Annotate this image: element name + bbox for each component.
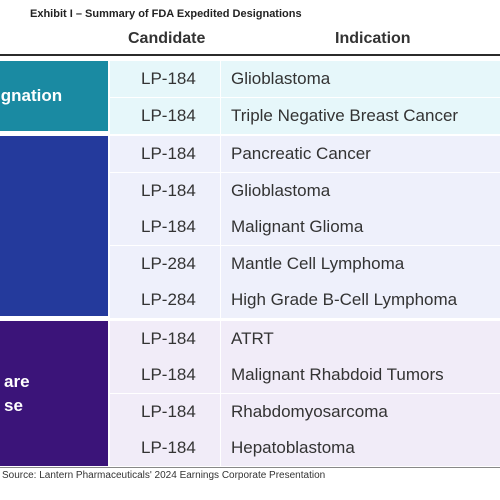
header-rule [0, 54, 500, 56]
indication-cell: Triple Negative Breast Cancer [231, 106, 459, 125]
indication-cell: Glioblastoma [231, 181, 331, 200]
group-label-designation: ignation [0, 61, 108, 131]
table-row: LP-184 Triple Negative Breast Cancer [110, 98, 500, 135]
table-row: LP-184 Pancreatic Cancer [110, 136, 500, 173]
candidate-cell: LP-284 [141, 254, 196, 273]
candidate-cell: LP-184 [141, 181, 196, 200]
candidate-cell: LP-184 [141, 329, 196, 348]
table-row: LP-184 Rhabdomyosarcoma [110, 394, 500, 431]
group-label-line-2: se [4, 395, 23, 415]
candidate-cell: LP-184 [141, 217, 196, 236]
indication-cell: High Grade B-Cell Lymphoma [231, 290, 458, 309]
indication-cell: Pancreatic Cancer [231, 144, 371, 163]
group-label-line-1: are [4, 371, 30, 391]
footer-rule [0, 467, 500, 468]
candidate-cell: LP-184 [141, 365, 196, 384]
candidate-cell: LP-184 [141, 438, 196, 457]
candidate-cell: LP-184 [141, 144, 196, 163]
table-row: LP-284 High Grade B-Cell Lymphoma [110, 282, 500, 319]
column-header-candidate: Candidate [128, 30, 206, 47]
group-label-rare-disease: are se [0, 321, 108, 466]
indication-cell: Hepatoblastoma [231, 438, 355, 457]
candidate-cell: LP-184 [141, 106, 196, 125]
table-row: LP-184 Malignant Rhabdoid Tumors [110, 357, 500, 394]
table-row: LP-184 ATRT [110, 321, 500, 358]
indication-cell: Malignant Rhabdoid Tumors [231, 365, 444, 384]
table-row: LP-184 Glioblastoma [110, 173, 500, 210]
candidate-cell: LP-184 [141, 69, 196, 88]
table-row: LP-184 Malignant Glioma [110, 209, 500, 246]
candidate-cell: LP-184 [141, 402, 196, 421]
group-label-middle [0, 136, 108, 316]
source-note: Source: Lantern Pharmaceuticals' 2024 Ea… [2, 470, 326, 481]
group-label-text: ignation [0, 86, 63, 105]
indication-cell: Glioblastoma [231, 69, 331, 88]
table-row: LP-184 Glioblastoma [110, 61, 500, 98]
indication-cell: ATRT [231, 329, 274, 348]
table-row: LP-184 Hepatoblastoma [110, 430, 500, 467]
indication-cell: Malignant Glioma [231, 217, 364, 236]
indication-cell: Mantle Cell Lymphoma [231, 254, 405, 273]
indication-cell: Rhabdomyosarcoma [231, 402, 388, 421]
candidate-cell: LP-284 [141, 290, 196, 309]
table-row: LP-284 Mantle Cell Lymphoma [110, 246, 500, 283]
exhibit-title: Exhibit I – Summary of FDA Expedited Des… [30, 8, 302, 20]
column-header-indication: Indication [335, 30, 411, 47]
